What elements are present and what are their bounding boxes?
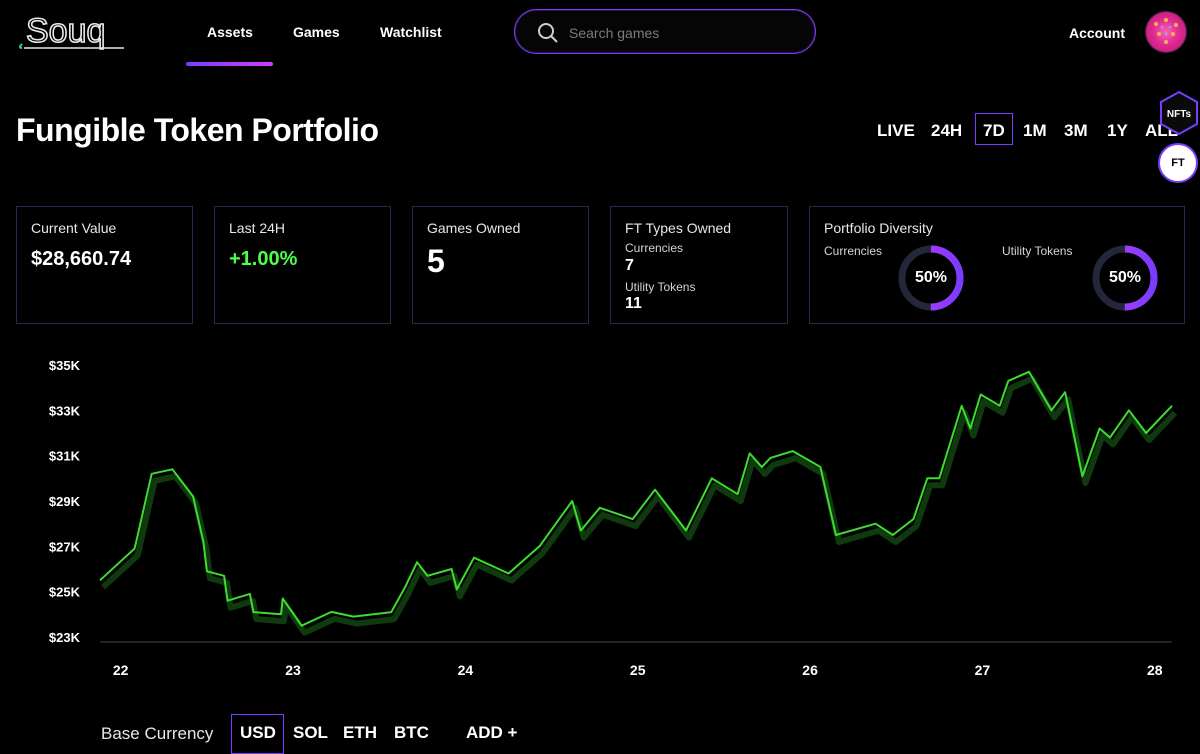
games-owned-card: Games Owned 5 xyxy=(412,206,589,324)
y-tick-label: $35K xyxy=(49,358,81,373)
last-24h-label: Last 24H xyxy=(229,220,286,236)
active-nav-indicator xyxy=(186,62,273,66)
games-owned-label: Games Owned xyxy=(427,220,521,236)
line-shadow xyxy=(100,375,1178,636)
souq-logo[interactable]: Souq xyxy=(16,8,136,58)
account-link[interactable]: Account xyxy=(1069,25,1125,41)
portfolio-chart[interactable]: $35K $33K $31K $29K $27K $25K $23K 22 23 24 25 26 2… xyxy=(0,340,1200,700)
nav-games[interactable]: Games xyxy=(293,24,340,40)
range-24h[interactable]: 24H xyxy=(931,121,963,140)
x-tick-label: 23 xyxy=(285,662,301,678)
range-1y[interactable]: 1Y xyxy=(1107,121,1128,140)
y-tick-label: $29K xyxy=(49,494,81,509)
ft-toggle[interactable]: FT xyxy=(1158,143,1198,183)
search-bar[interactable] xyxy=(514,9,816,54)
portfolio-line xyxy=(99,370,1173,627)
last-24h-value: +1.00% xyxy=(229,248,298,270)
x-tick-label: 27 xyxy=(975,662,991,678)
x-tick-label: 24 xyxy=(458,662,474,678)
currencies-pct: 50% xyxy=(914,269,948,286)
nfts-toggle[interactable]: NFTs xyxy=(1158,90,1200,136)
currencies-donut xyxy=(898,245,964,311)
currency-eth[interactable]: ETH xyxy=(343,723,377,742)
range-live[interactable]: LIVE xyxy=(877,121,915,140)
range-1m[interactable]: 1M xyxy=(1023,121,1047,140)
ft-utility-label: Utility Tokens xyxy=(625,280,696,294)
y-tick-label: $27K xyxy=(49,539,81,554)
current-value: $28,660.74 xyxy=(31,248,132,270)
nav-watchlist[interactable]: Watchlist xyxy=(380,24,442,40)
diversity-label: Portfolio Diversity xyxy=(824,220,933,236)
last-24h-card: Last 24H +1.00% xyxy=(214,206,391,324)
currency-usd[interactable]: USD xyxy=(240,723,276,742)
nav-assets[interactable]: Assets xyxy=(207,24,253,40)
diversity-utility-label: Utility Tokens xyxy=(1002,244,1073,258)
current-value-card: Current Value $28,660.74 xyxy=(16,206,193,324)
add-currency-button[interactable]: ADD + xyxy=(466,723,518,742)
utility-pct: 50% xyxy=(1108,269,1142,286)
diversity-currencies-label: Currencies xyxy=(824,244,883,258)
ft-currencies-value: 7 xyxy=(625,257,634,274)
x-tick-label: 25 xyxy=(630,662,646,678)
games-owned-value: 5 xyxy=(427,243,445,279)
logo-text: Souq xyxy=(26,12,105,50)
base-currency-label: Base Currency xyxy=(101,724,214,743)
search-icon xyxy=(538,23,558,43)
ft-currencies-label: Currencies xyxy=(625,241,684,255)
ft-utility-value: 11 xyxy=(625,295,642,312)
x-tick-label: 28 xyxy=(1147,662,1163,678)
x-tick-label: 22 xyxy=(113,662,129,678)
search-input[interactable] xyxy=(567,20,801,46)
range-7d[interactable]: 7D xyxy=(983,121,1005,140)
ft-types-label: FT Types Owned xyxy=(625,220,732,236)
selected-range-box xyxy=(975,113,1013,145)
portfolio-diversity-card: Portfolio Diversity Currencies 50% Utili… xyxy=(809,206,1185,324)
current-value-label: Current Value xyxy=(31,220,117,236)
currency-btc[interactable]: BTC xyxy=(394,723,429,742)
x-tick-label: 26 xyxy=(802,662,818,678)
range-3m[interactable]: 3M xyxy=(1064,121,1088,140)
avatar-pattern xyxy=(1154,18,1178,44)
y-tick-label: $23K xyxy=(49,630,81,645)
y-tick-label: $25K xyxy=(49,585,81,600)
y-tick-label: $33K xyxy=(49,403,81,418)
page-title: Fungible Token Portfolio xyxy=(16,112,379,148)
utility-donut xyxy=(1092,245,1158,311)
ft-types-card: FT Types Owned Currencies 7 Utility Toke… xyxy=(610,206,788,324)
nfts-label: NFTs xyxy=(1167,109,1192,120)
avatar[interactable] xyxy=(1146,12,1186,52)
y-tick-label: $31K xyxy=(49,449,81,464)
currency-sol[interactable]: SOL xyxy=(293,723,328,742)
